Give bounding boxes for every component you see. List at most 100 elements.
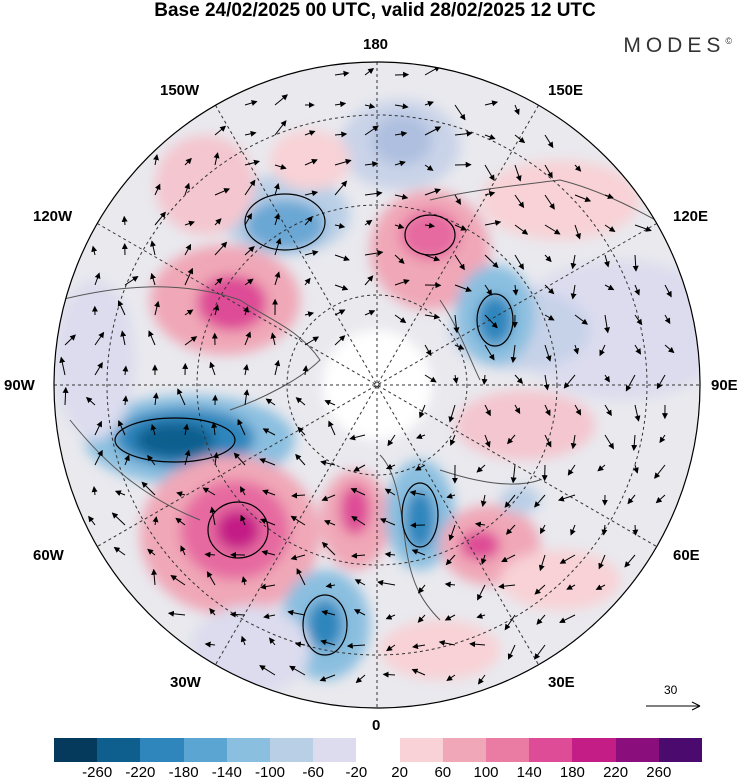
wind-arrow	[384, 551, 396, 558]
colorbar-tick-label: -180	[168, 764, 199, 781]
wind-arrow	[334, 335, 346, 346]
wind-arrow	[634, 404, 641, 422]
wind-arrow	[544, 284, 555, 295]
brand-text: MODES	[623, 34, 726, 57]
wind-arrow	[350, 488, 366, 496]
wind-arrow	[261, 550, 276, 556]
wind-arrow	[152, 516, 159, 526]
colorbar-swatch	[399, 738, 443, 762]
colorbar-swatch	[97, 738, 141, 762]
wind-arrow	[454, 344, 465, 350]
wind-arrow	[240, 514, 246, 526]
wind-arrow	[476, 464, 486, 473]
wind-arrow	[601, 524, 608, 536]
wind-arrow	[212, 452, 219, 466]
colorbar-swatch	[486, 738, 530, 762]
colorbar-tick-label: 140	[516, 764, 542, 781]
wind-arrow	[484, 220, 502, 226]
wind-arrow	[480, 494, 487, 507]
wind-arrow	[268, 637, 276, 646]
wind-arrow	[321, 541, 336, 556]
vector-scale-arrow	[646, 701, 701, 711]
wind-arrow	[507, 434, 516, 445]
wind-arrow	[559, 554, 576, 564]
wind-arrow	[484, 404, 491, 417]
wind-arrow	[180, 545, 186, 556]
wind-arrow	[567, 464, 576, 476]
wind-arrow	[273, 182, 280, 196]
wind-arrow	[152, 392, 159, 406]
wind-arrow	[424, 254, 441, 262]
wind-arrow	[484, 190, 496, 197]
wind-arrow	[597, 464, 606, 472]
wind-arrow	[122, 365, 129, 376]
wind-arrow	[448, 404, 456, 423]
wind-arrow	[320, 639, 336, 646]
colorbar-swatch	[140, 738, 184, 762]
wind-arrow	[570, 284, 577, 300]
colorbar-tick-label: 260	[646, 764, 672, 781]
wind-arrow	[244, 213, 253, 226]
wind-arrow	[289, 665, 306, 676]
wind-arrow	[484, 314, 498, 329]
colorbar-swatch	[270, 738, 314, 762]
wind-arrow	[448, 524, 456, 541]
lon-label-0: 0	[372, 717, 381, 734]
wind-arrow	[411, 668, 426, 676]
wind-arrow	[202, 487, 216, 496]
wind-arrow	[514, 404, 521, 415]
wind-arrow	[664, 284, 672, 298]
wind-arrow	[229, 611, 246, 618]
wind-arrow	[419, 404, 426, 419]
wind-arrow	[209, 506, 216, 526]
wind-arrow	[334, 254, 350, 262]
wind-arrow	[377, 579, 396, 586]
wind-arrow	[446, 493, 456, 499]
wind-arrow	[291, 492, 306, 499]
wind-arrow	[514, 194, 525, 209]
polar-cap	[322, 330, 432, 440]
wind-arrow	[570, 524, 576, 536]
wind-arrow	[150, 423, 157, 436]
colorbar-tick-label: 220	[603, 764, 629, 781]
wind-arrow	[183, 423, 190, 436]
wind-arrow	[265, 398, 276, 406]
wind-arrow	[290, 515, 306, 526]
wind-arrow	[302, 365, 309, 376]
wind-arrow	[85, 396, 96, 406]
wind-arrow	[243, 306, 249, 316]
wind-arrow	[446, 674, 456, 681]
wind-arrow	[154, 183, 161, 196]
wind-arrow	[634, 314, 643, 326]
wind-arrow	[632, 254, 639, 272]
wind-arrow	[184, 182, 191, 196]
modes-logo: MODES©	[623, 34, 732, 58]
wind-arrow	[604, 224, 616, 232]
wind-arrow	[595, 584, 606, 590]
wind-arrow	[94, 272, 101, 286]
map-border	[53, 61, 701, 709]
coastlines	[59, 179, 691, 621]
wind-arrow	[625, 374, 636, 392]
wind-arrow	[394, 193, 409, 200]
wind-arrow	[474, 521, 486, 528]
wind-arrow	[534, 644, 546, 660]
wind-arrow	[91, 486, 98, 496]
wind-arrow	[349, 434, 366, 441]
map-title: Base 24/02/2025 00 UTC, valid 28/02/2025…	[154, 0, 596, 21]
wind-arrow	[274, 94, 288, 106]
wind-arrow	[209, 361, 216, 376]
colorbar-swatch	[442, 738, 487, 762]
colorbar-swatch	[356, 738, 400, 762]
wind-arrow	[659, 434, 666, 444]
wind-arrow	[510, 344, 517, 364]
wind-arrow	[411, 549, 426, 556]
wind-arrow	[270, 332, 277, 346]
wind-arrow	[120, 330, 127, 346]
wind-arrow	[604, 193, 614, 199]
wind-arrow	[476, 612, 486, 619]
wind-arrow	[304, 277, 311, 286]
wind-arrow	[274, 163, 287, 170]
wind-arrow	[211, 421, 218, 436]
